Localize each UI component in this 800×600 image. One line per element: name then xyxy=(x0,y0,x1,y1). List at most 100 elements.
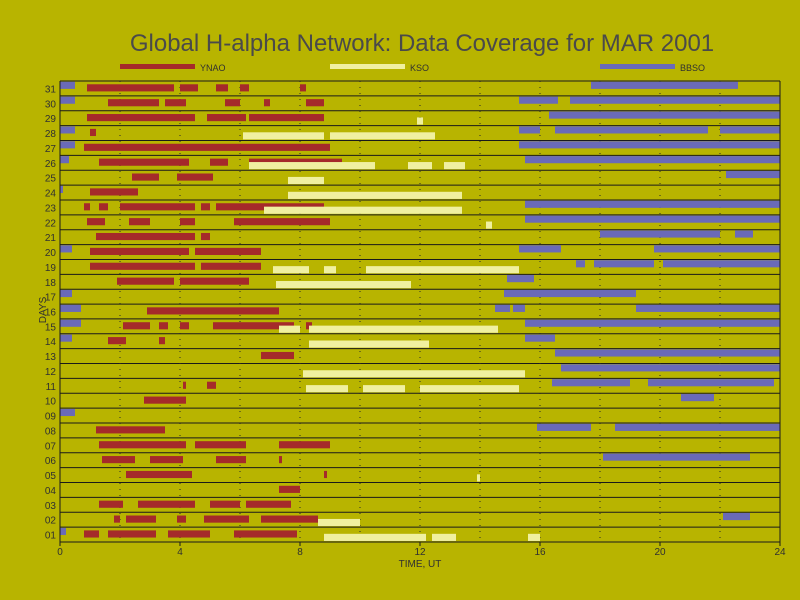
y-tick-label: 07 xyxy=(45,441,57,452)
x-tick-label: 4 xyxy=(177,547,183,558)
coverage-bar-ynao xyxy=(324,470,327,479)
coverage-bar-bbso xyxy=(525,319,780,327)
y-tick-label: 17 xyxy=(45,293,57,304)
coverage-bar-ynao xyxy=(108,530,156,538)
coverage-bar-bbso xyxy=(615,423,780,431)
coverage-bar-ynao xyxy=(90,128,96,137)
y-tick-label: 13 xyxy=(45,352,57,363)
coverage-bar-bbso xyxy=(60,319,81,327)
coverage-bar-ynao xyxy=(123,322,150,330)
y-tick-label: 04 xyxy=(45,486,57,497)
y-tick-label: 26 xyxy=(45,159,57,170)
y-tick-label: 25 xyxy=(45,174,57,185)
coverage-bar-kso xyxy=(420,385,519,393)
coverage-bar-ynao xyxy=(306,99,324,107)
coverage-bar-kso xyxy=(528,533,540,541)
coverage-bar-kso xyxy=(477,474,480,482)
coverage-bar-ynao xyxy=(195,247,261,255)
coverage-bar-bbso xyxy=(663,260,780,268)
coverage-bar-ynao xyxy=(216,84,228,92)
coverage-bar-bbso xyxy=(576,260,585,268)
y-tick-label: 16 xyxy=(45,308,57,319)
coverage-bar-ynao xyxy=(180,218,195,226)
coverage-bar-ynao xyxy=(201,232,210,241)
coverage-bar-ynao xyxy=(195,441,246,449)
coverage-bar-ynao xyxy=(180,277,249,285)
y-tick-label: 11 xyxy=(46,382,57,393)
coverage-bar-bbso xyxy=(60,156,69,164)
y-tick-label: 09 xyxy=(45,412,57,423)
coverage-bar-bbso xyxy=(60,245,72,253)
coverage-bar-kso xyxy=(324,266,336,274)
coverage-bar-kso xyxy=(249,162,375,170)
coverage-bar-bbso xyxy=(519,245,561,253)
coverage-bar-ynao xyxy=(90,188,138,196)
coverage-bar-ynao xyxy=(210,500,240,508)
coverage-bar-ynao xyxy=(249,114,324,122)
x-tick-label: 0 xyxy=(57,547,63,558)
y-tick-label: 29 xyxy=(45,114,57,125)
coverage-bar-ynao xyxy=(99,203,108,211)
coverage-bar-bbso xyxy=(519,126,540,134)
legend-label: YNAO xyxy=(200,63,226,73)
coverage-bar-bbso xyxy=(549,111,780,119)
coverage-bar-bbso xyxy=(495,304,510,312)
y-tick-label: 10 xyxy=(45,397,57,408)
coverage-bar-bbso xyxy=(525,334,555,342)
coverage-bar-ynao xyxy=(180,322,189,330)
coverage-bar-ynao xyxy=(279,456,282,464)
y-tick-label: 01 xyxy=(45,531,57,542)
legend: YNAO KSO BBSO xyxy=(120,63,705,73)
coverage-bar-ynao xyxy=(114,515,120,523)
coverage-bar-kso xyxy=(288,176,324,185)
coverage-bar-bbso xyxy=(60,81,75,89)
x-tick-label: 8 xyxy=(297,547,303,558)
coverage-bars xyxy=(60,81,780,541)
coverage-bar-kso xyxy=(363,385,405,393)
coverage-bar-kso xyxy=(306,385,348,393)
y-tick-label: 02 xyxy=(45,516,57,527)
coverage-bar-ynao xyxy=(159,337,165,345)
coverage-bar-ynao xyxy=(264,99,270,107)
x-tick-label: 20 xyxy=(654,547,666,558)
coverage-bar-ynao xyxy=(99,441,186,449)
y-tick-label: 28 xyxy=(45,129,57,140)
coverage-bar-ynao xyxy=(87,114,195,122)
coverage-bar-ynao xyxy=(300,84,306,92)
coverage-bar-kso xyxy=(486,221,492,229)
coverage-bar-bbso xyxy=(525,156,780,164)
coverage-bar-ynao xyxy=(99,158,189,166)
coverage-bar-bbso xyxy=(60,304,81,312)
coverage-bar-ynao xyxy=(225,99,240,107)
coverage-bar-ynao xyxy=(177,515,186,523)
coverage-bar-ynao xyxy=(90,247,189,255)
coverage-bar-bbso xyxy=(555,349,780,357)
coverage-bar-ynao xyxy=(261,515,318,523)
coverage-bar-bbso xyxy=(525,215,780,223)
coverage-bar-ynao xyxy=(183,381,186,389)
coverage-bar-bbso xyxy=(519,141,780,149)
coverage-bar-ynao xyxy=(147,307,279,315)
coverage-bar-bbso xyxy=(570,96,780,104)
coverage-bar-ynao xyxy=(279,441,330,449)
coverage-bar-kso xyxy=(408,162,432,170)
coverage-bar-ynao xyxy=(177,173,213,181)
coverage-bar-kso xyxy=(444,162,465,170)
coverage-bar-ynao xyxy=(246,500,291,508)
x-tick-label: 12 xyxy=(414,547,426,558)
coverage-bar-ynao xyxy=(180,84,198,92)
coverage-bar-kso xyxy=(264,206,462,214)
coverage-bar-ynao xyxy=(96,426,165,434)
grid xyxy=(60,80,780,543)
coverage-bar-ynao xyxy=(87,218,105,226)
coverage-bar-bbso xyxy=(555,126,708,134)
y-axis-label: DAYS xyxy=(38,296,49,323)
coverage-bar-ynao xyxy=(90,262,195,270)
y-tick-label: 05 xyxy=(45,471,57,482)
coverage-bar-ynao xyxy=(108,99,159,107)
coverage-bar-ynao xyxy=(120,203,195,211)
coverage-bar-bbso xyxy=(654,245,780,253)
coverage-bar-ynao xyxy=(207,114,246,122)
coverage-bar-bbso xyxy=(519,96,558,104)
coverage-bar-kso xyxy=(288,191,462,199)
